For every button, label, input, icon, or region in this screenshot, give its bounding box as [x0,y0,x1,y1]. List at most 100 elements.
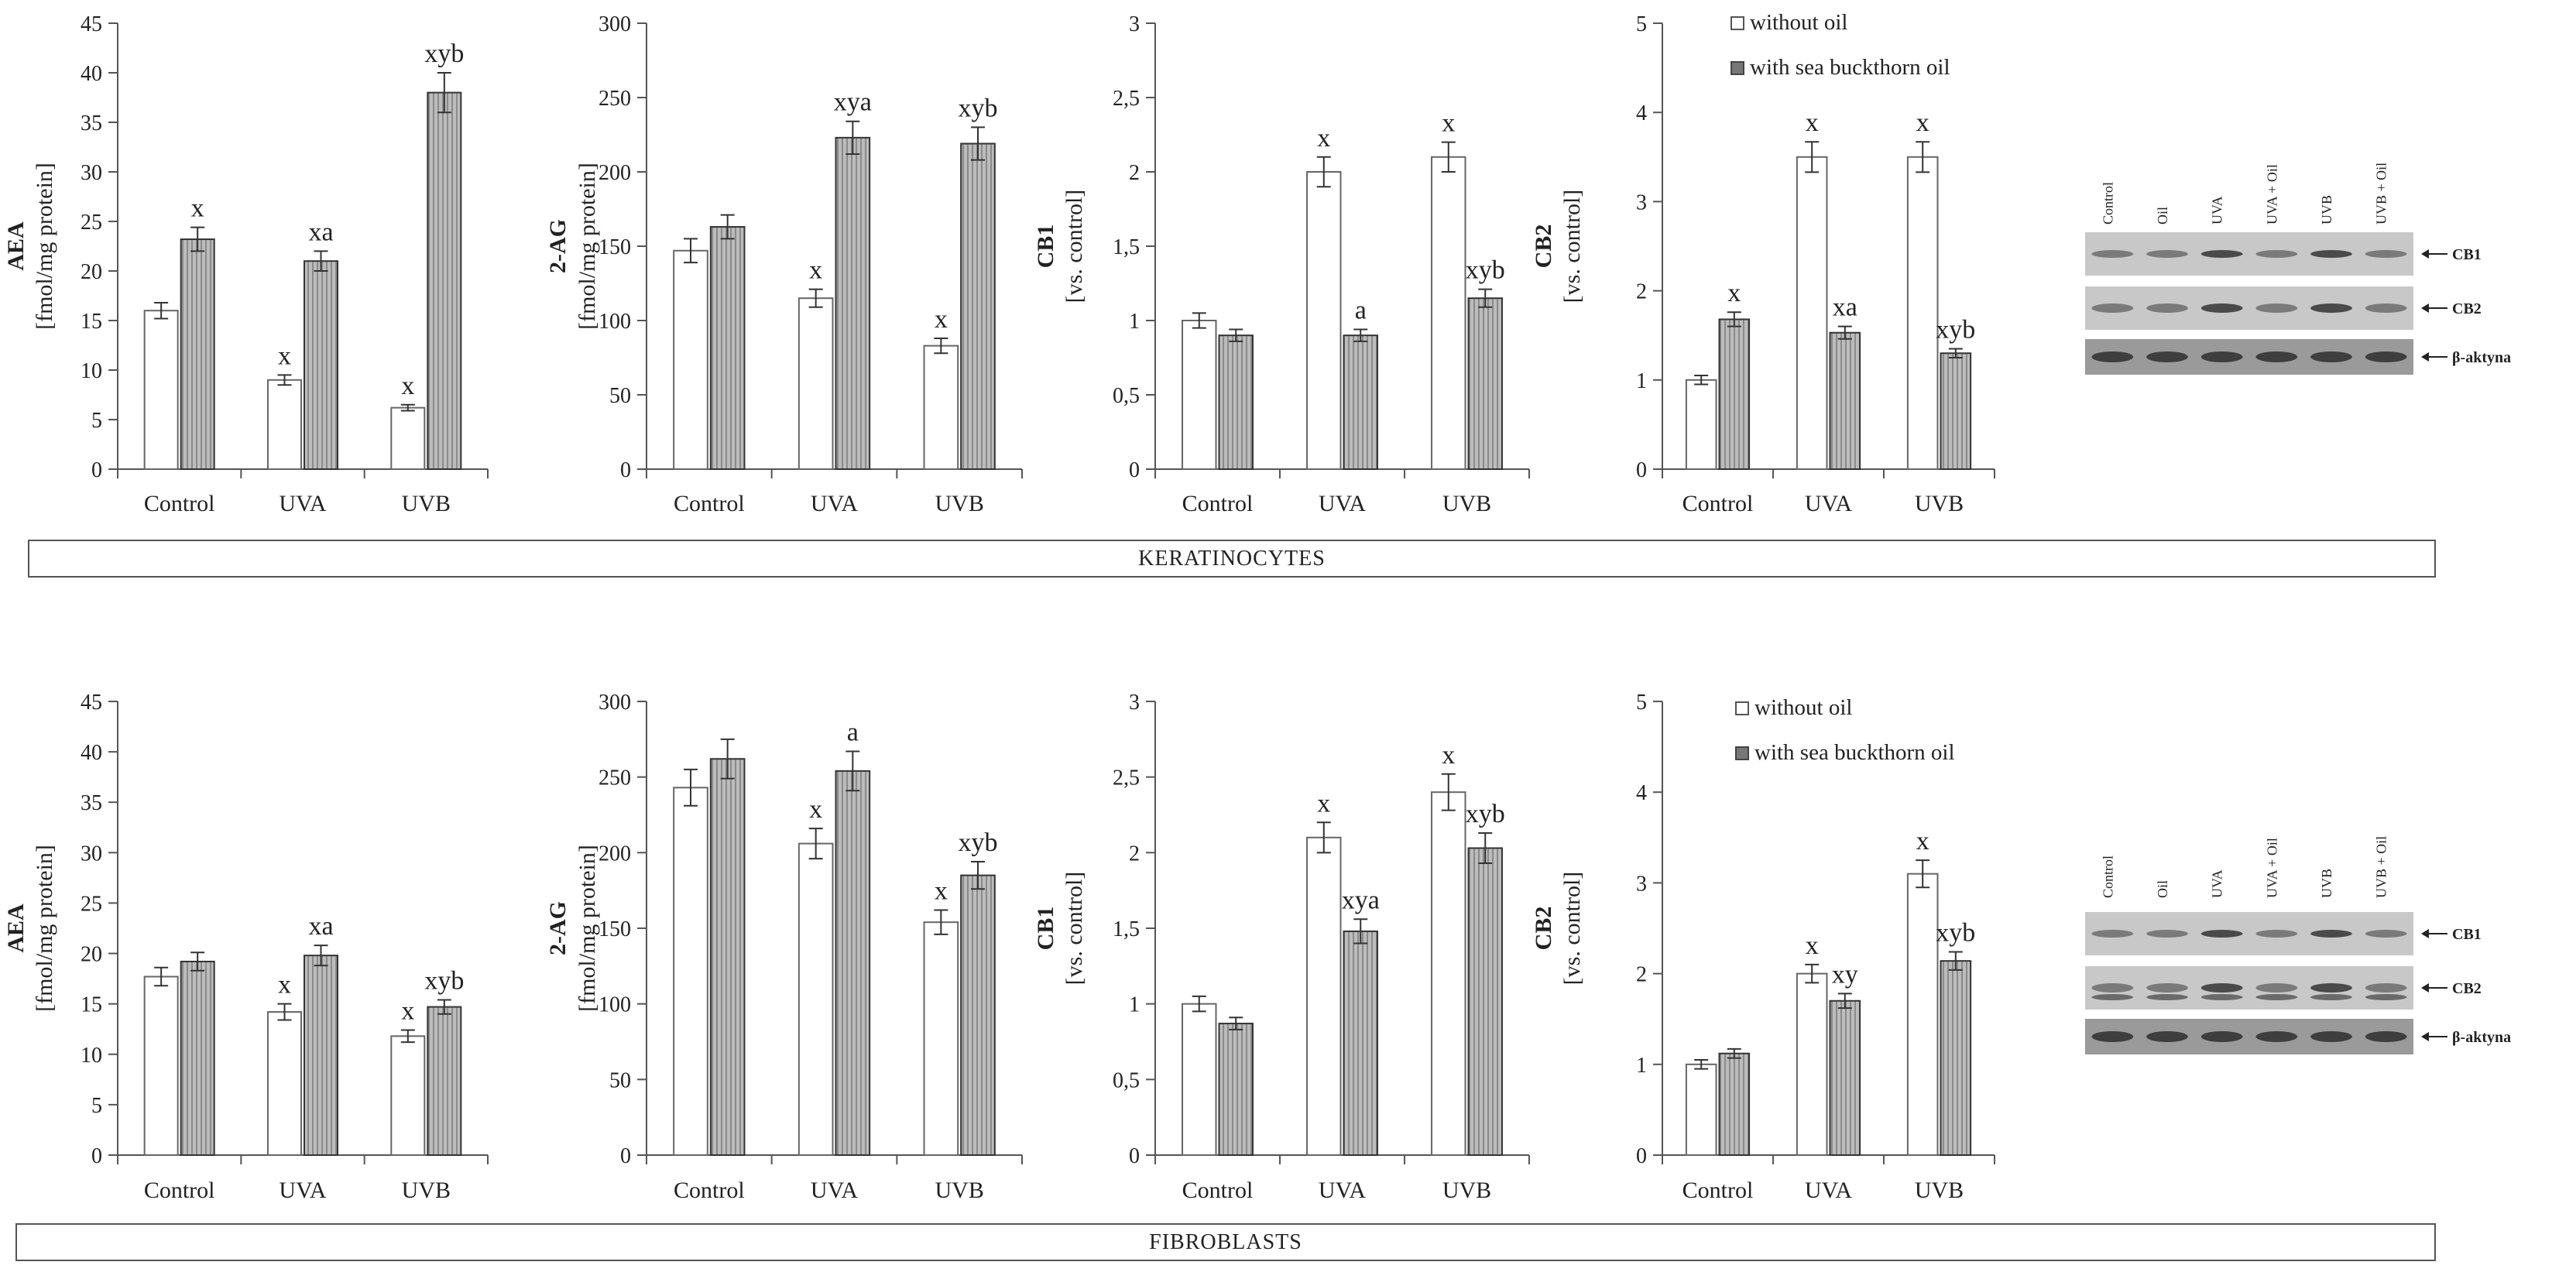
chart8-bar-without-oil [1906,873,1939,1157]
blot1-band [2255,303,2298,313]
blot1-band [2310,351,2352,362]
chart7-significance-label: xyb [1466,800,1505,828]
chart4-significance-label: xa [1833,293,1857,322]
chart7-y-tick-label: 0,5 [1113,1068,1140,1092]
chart3-category-label: UVA [1319,491,1366,516]
chart8-y-tick-label: 1 [1636,1054,1647,1078]
chart1-category-label: UVB [402,491,451,516]
chart1-category-label: Control [144,491,215,516]
blot2-band [2200,1031,2243,1042]
legend1-swatch-with-oil [1730,61,1744,75]
chart7-y-tick-label: 2 [1129,842,1140,866]
chart5-y-tick-label: 10 [81,1044,102,1068]
chart8-y-tick-label: 2 [1636,963,1647,987]
chart2-significance-label: x [809,256,822,285]
chart2-bar-with-oil [709,226,746,470]
blot2-band [2091,930,2134,938]
chart5-category-label: UVB [402,1178,451,1203]
chart5-bar-with-oil [427,1006,462,1157]
chart3-significance-label: xyb [1466,256,1505,285]
chart7-y-tick-label: 1 [1129,993,1140,1017]
chart1-category-label: UVA [279,491,326,516]
chart7-bar-with-oil [1218,1023,1254,1157]
chart4-bar-without-oil [1796,156,1828,471]
blot1-band [2091,250,2134,258]
chart5-y-tick-label: 45 [81,691,102,715]
fibroblasts-band: FIBROBLASTS [15,1223,2436,1261]
chart1-bar-with-oil [427,91,462,470]
chart7-bar-with-oil [1343,930,1378,1156]
blot1-arrow-head-icon [2421,303,2429,313]
chart1-y-tick-label: 20 [81,260,102,284]
blot2-band [2146,930,2188,938]
chart8-y-tick-label: 3 [1636,872,1647,896]
chart5-category-label: UVA [279,1178,326,1203]
chart8-category-label: Control [1682,1178,1754,1203]
chart2-category-label: UVB [935,491,983,516]
chart3-bar-without-oil [1182,320,1217,470]
chart1-y-tick-label: 15 [81,310,102,334]
chart1-significance-label: x [278,341,291,370]
chart6-bar-with-oil [960,874,996,1156]
blot2-membrane-strip [2085,1019,2413,1054]
blot2-band [2200,983,2243,993]
blot1-band [2365,250,2407,258]
blot1-membrane-strip [2085,286,2413,330]
chart3-y-tick-label: 1,5 [1113,235,1140,259]
chart2-y-axis-label: 2-AG [545,219,571,273]
blot1-band [2146,303,2188,313]
blot1-band [2146,351,2188,362]
chart2-significance-label: x [935,305,948,334]
blot1-band [2365,351,2407,362]
blot2-arrow-head-icon [2421,1032,2429,1041]
chart1-y-tick-label: 40 [81,62,102,86]
chart6-y-tick-label: 100 [599,993,631,1017]
chart3-significance-label: x [1442,109,1455,138]
blot1-band [2200,351,2243,362]
blot1-band [2200,303,2243,313]
chart4-significance-label: x [1727,279,1741,307]
blot2-band [2310,930,2352,938]
chart4-y-tick-label: 1 [1636,369,1647,393]
chart4-significance-label: xyb [1936,315,1975,344]
chart7-y-tick-label: 0 [1129,1144,1140,1168]
chart5-bar-without-oil [143,975,179,1157]
blot2-band-label: CB1 [2452,926,2482,943]
chart4-y-tick-label: 4 [1636,101,1647,125]
blot2-band [2310,994,2352,1000]
chart6-category-label: Control [674,1178,745,1203]
chart8-bar-with-oil [1718,1052,1751,1156]
chart8-y-tick-label: 4 [1636,781,1647,805]
blot1-lane-label: UVB + Oil [2374,163,2389,225]
blot2-lane-label: UVA [2210,869,2225,898]
blot1-band [2255,351,2298,362]
chart2-category-label: UVA [811,491,858,516]
chart2-bar-without-oil [923,345,959,471]
chart3-bar-without-oil [1306,171,1342,470]
blot1-lane-label: Oil [2155,207,2170,225]
blot2-band [2091,994,2134,1000]
blot2-band [2255,983,2298,993]
chart6-y-tick-label: 0 [620,1144,631,1168]
chart8-y-axis-label: CB2 [1531,907,1556,951]
blot2-band [2310,983,2352,993]
chart4-category-label: UVB [1915,491,1964,516]
blot1-band [2200,250,2243,258]
chart4-bar-with-oil [1940,352,1972,470]
blot1-lane-label: UVA + Oil [2264,164,2279,225]
chart7-y-tick-label: 1,5 [1113,917,1140,941]
blot2-band [2146,1031,2188,1042]
chart6-y-tick-label: 150 [599,917,631,941]
legend1-label-with-oil: with sea buckthorn oil [1750,55,1950,80]
blot1-band [2146,250,2188,258]
chart4-y-axis-unit: [vs. control] [1559,190,1585,303]
chart1-bar-without-oil [390,406,426,471]
keratinocytes-band: KERATINOCYTES [28,540,2436,578]
chart3-significance-label: x [1317,124,1330,153]
blot1-lane-label: UVA [2210,196,2225,225]
chart5-y-tick-label: 25 [81,892,102,916]
blot1-lane-label: Control [2100,182,2115,225]
chart5-y-tick-label: 0 [91,1144,102,1168]
chart1-y-tick-label: 25 [81,211,102,235]
chart5-significance-label: xyb [424,966,464,995]
